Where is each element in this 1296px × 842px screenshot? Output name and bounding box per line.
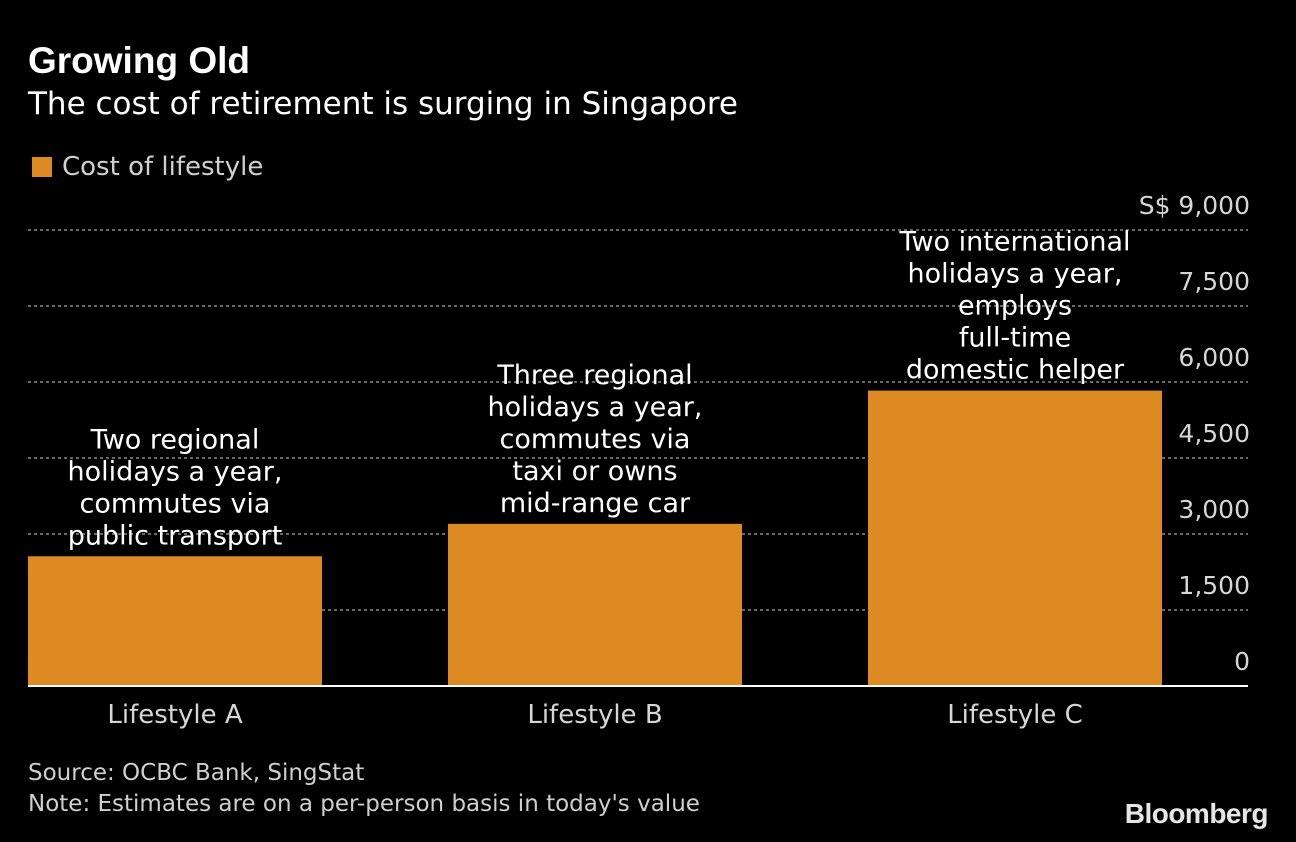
chart-subtitle: The cost of retirement is surging in Sin… xyxy=(28,86,738,122)
bar-annotation-line: Three regional xyxy=(496,360,692,391)
y-tick-label: 3,000 xyxy=(1178,495,1250,524)
x-tick-label: Lifestyle B xyxy=(527,700,662,730)
bar-annotation-line: commutes via xyxy=(500,424,691,455)
x-tick-label: Lifestyle C xyxy=(947,700,1083,730)
bar xyxy=(28,556,322,686)
bar-annotation-line: mid-range car xyxy=(500,488,691,519)
bar xyxy=(868,390,1162,686)
legend-label: Cost of lifestyle xyxy=(62,152,264,182)
bar-annotation-line: holidays a year, xyxy=(68,456,283,487)
footnote: Note: Estimates are on a per-person basi… xyxy=(28,791,700,817)
bar-annotation-line: public transport xyxy=(68,520,283,551)
bar-annotation-line: employs xyxy=(958,291,1072,322)
x-tick-label: Lifestyle A xyxy=(107,700,242,730)
legend: Cost of lifestyle xyxy=(32,152,263,182)
y-tick-label: 6,000 xyxy=(1178,343,1250,372)
legend-swatch xyxy=(32,157,52,177)
y-tick-label: 7,500 xyxy=(1178,267,1250,296)
y-tick-label: 0 xyxy=(1234,647,1250,676)
y-tick-label: 1,500 xyxy=(1178,571,1250,600)
bar-annotation-line: Two international xyxy=(898,227,1130,258)
bar-annotation-line: domestic helper xyxy=(906,355,1125,386)
bar-annotation-line: Two regional xyxy=(90,424,260,455)
y-tick-label: 4,500 xyxy=(1178,419,1250,448)
chart-title: Growing Old xyxy=(28,40,250,81)
bar-annotation-line: commutes via xyxy=(80,488,271,519)
bloomberg-logo: Bloomberg xyxy=(1124,798,1269,829)
bar xyxy=(448,523,742,686)
bar-annotation-line: holidays a year, xyxy=(908,259,1123,290)
bar-annotation-line: holidays a year, xyxy=(488,392,703,423)
source-note: Source: OCBC Bank, SingStat xyxy=(28,760,365,786)
y-tick-label: S$ 9,000 xyxy=(1139,191,1250,220)
bar-annotation-line: full-time xyxy=(959,323,1071,354)
bar-annotation-line: taxi or owns xyxy=(512,456,677,487)
